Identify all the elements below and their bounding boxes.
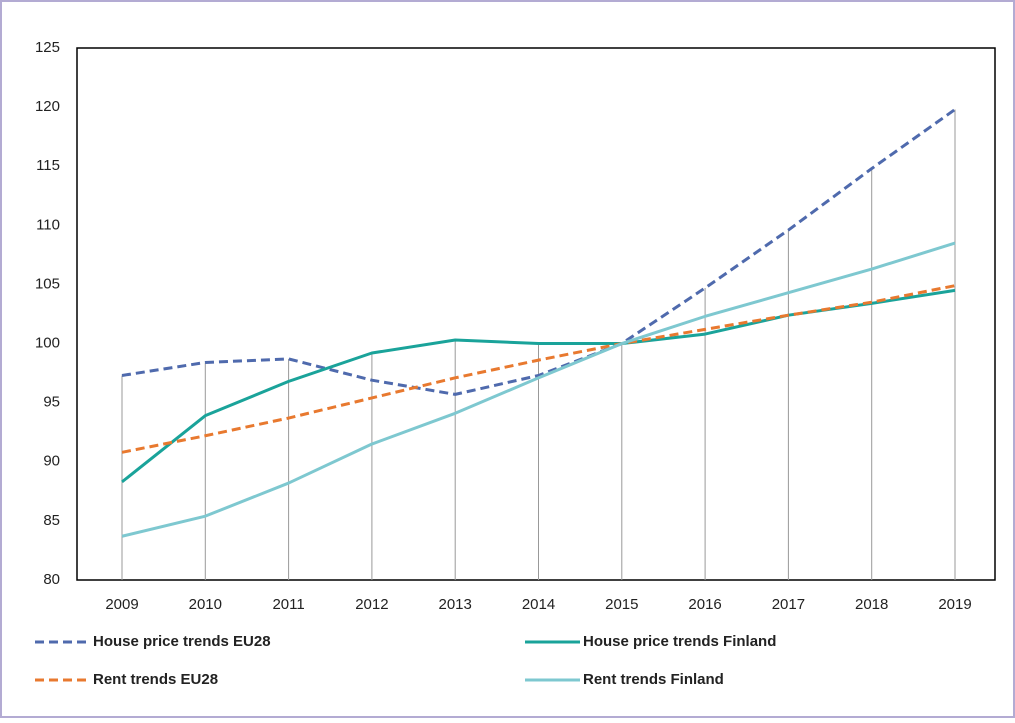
x-tick-label: 2017 [772,596,805,613]
y-tick-label: 110 [36,216,60,233]
y-tick-label: 105 [35,275,60,292]
y-tick-label: 115 [36,157,60,174]
x-tick-label: 2009 [105,596,138,613]
y-tick-label: 95 [43,394,60,411]
x-tick-label: 2013 [439,596,472,613]
y-tick-label: 90 [43,453,60,470]
legend-label: House price trends EU28 [93,633,271,650]
legend-label: Rent trends Finland [583,671,724,688]
y-tick-label: 80 [43,571,60,588]
x-tick-label: 2015 [605,596,638,613]
x-tick-label: 2014 [522,596,555,613]
series-line [121,241,956,538]
y-tick-label: 85 [43,512,60,529]
x-tick-label: 2018 [855,596,888,613]
y-tick-label: 100 [35,335,60,352]
legend-label: House price trends Finland [583,633,776,650]
x-tick-label: 2011 [272,596,304,613]
y-tick-label: 125 [35,39,60,56]
x-tick-label: 2010 [189,596,222,613]
y-tick-label: 120 [35,98,60,115]
legend-label: Rent trends EU28 [93,671,218,688]
series-line [121,284,956,454]
x-tick-label: 2019 [938,596,971,613]
plot-area [76,47,996,581]
x-tick-label: 2012 [355,596,388,613]
series-line [121,108,956,396]
x-tick-label: 2016 [688,596,721,613]
